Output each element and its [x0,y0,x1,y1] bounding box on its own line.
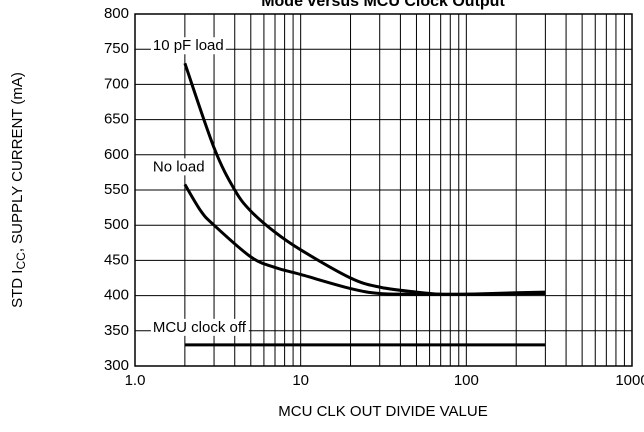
y-axis-label: STD ICC, SUPPLY CURRENT (mA) [9,72,28,308]
y-tick-label: 400 [104,287,129,304]
chart-title: Mode versus MCU Clock Output [261,0,505,10]
y-tick-label: 800 [104,5,129,22]
series-label: MCU clock off [153,319,247,336]
y-tick-label: 350 [104,322,129,339]
y-tick-label: 600 [104,146,129,163]
y-tick-label: 300 [104,357,129,374]
y-tick-label: 500 [104,216,129,233]
y-tick-label: 750 [104,40,129,57]
y-label-part: , SUPPLY CURRENT (mA) [9,72,26,252]
x-tick-label: 1000 [615,372,644,389]
y-tick-label: 550 [104,181,129,198]
y-tick-label: 700 [104,75,129,92]
y-tick-label: 450 [104,251,129,268]
x-tick-label: 10 [292,372,309,389]
y-tick-label: 650 [104,111,129,128]
label-background [150,158,207,176]
y-label-part: STD I [9,270,26,308]
y-label-sub: CC [14,252,28,270]
x-tick-label: 100 [454,372,479,389]
series-label: 10 pF load [153,37,224,54]
x-axis-label: MCU CLK OUT DIVIDE VALUE [278,403,488,420]
label-background [150,37,226,55]
label-background [150,318,249,336]
x-tick-label: 1.0 [125,372,146,389]
line-series [183,183,546,296]
line-series [183,62,546,296]
series-label: No load [153,158,205,175]
